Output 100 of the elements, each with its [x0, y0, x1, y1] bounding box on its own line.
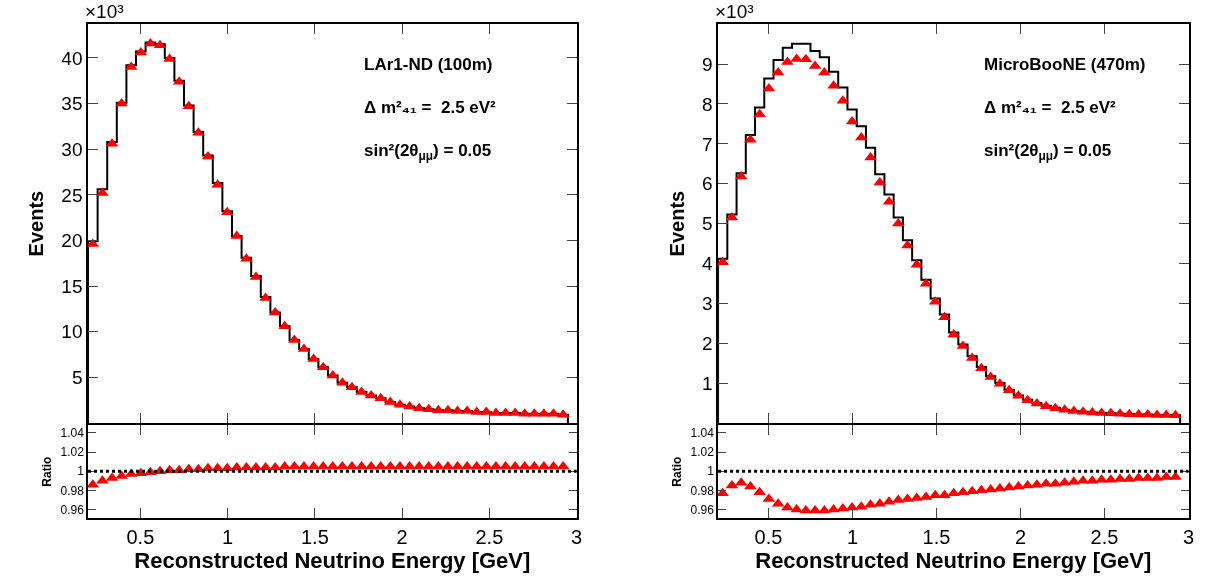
y-axis-title: Events	[665, 190, 688, 257]
point	[956, 486, 970, 496]
point	[799, 53, 813, 63]
x-tick-label: 2	[396, 525, 408, 548]
point	[374, 460, 388, 470]
point	[762, 82, 776, 92]
point	[230, 461, 244, 471]
x-tick-label: 3	[1182, 525, 1195, 548]
point	[259, 461, 272, 471]
annotation: sin²(2θ$_{μμ}$) = 0.05	[364, 141, 492, 163]
point	[412, 402, 426, 412]
point	[268, 461, 282, 471]
y-tick-label: 1.04	[690, 426, 715, 441]
point	[808, 504, 822, 514]
text: ×10³	[85, 1, 124, 22]
y-tick-label: 9	[701, 53, 713, 75]
point	[556, 460, 570, 470]
x-tick-label: 1.5	[300, 525, 329, 548]
y-tick-label: 2	[701, 332, 713, 354]
y-tick-label: 20	[61, 230, 83, 252]
point	[527, 460, 541, 470]
point	[288, 460, 301, 470]
point	[144, 37, 157, 47]
point	[818, 504, 831, 514]
point	[307, 460, 320, 470]
x-tick-label: 0.5	[126, 525, 155, 548]
point	[441, 460, 455, 470]
point	[345, 381, 359, 391]
point	[864, 151, 877, 161]
point	[182, 100, 196, 110]
point	[374, 392, 388, 402]
point	[499, 460, 512, 470]
point	[336, 460, 349, 470]
y-tick-label: 8	[701, 93, 713, 115]
y-tick-label: 15	[61, 275, 83, 297]
y-tick-label: 5	[701, 213, 713, 235]
y-axis-title: Events	[25, 190, 48, 257]
y-tick-label: 1.02	[60, 445, 85, 460]
annotation: LAr1-ND (100m)	[364, 55, 493, 74]
point	[278, 460, 292, 470]
x-tick-label: 1	[846, 525, 859, 548]
y-tick-label: 0.98	[690, 483, 715, 498]
y-tick-label: 7	[701, 133, 713, 155]
y-tick-label: 1	[77, 464, 85, 479]
y-tick-label: 1.02	[690, 445, 715, 460]
point	[975, 484, 988, 494]
y-tick-label: 5	[71, 366, 83, 388]
point	[508, 460, 522, 470]
point	[403, 460, 416, 470]
point	[537, 460, 551, 470]
point	[947, 328, 961, 338]
point	[1030, 397, 1044, 407]
y-tick-label: 6	[701, 173, 713, 195]
point	[489, 460, 503, 470]
y-tick-label: 30	[61, 138, 83, 160]
point	[326, 460, 340, 470]
x-tick-label: 0.5	[754, 525, 783, 548]
point	[412, 460, 426, 470]
annotation: Δ m²₄₁ = 2.5 eV²	[984, 98, 1117, 117]
y-tick-label: 25	[61, 184, 83, 206]
point	[1104, 407, 1118, 417]
point	[547, 460, 560, 470]
annotation: sin²(2θ$_{μμ}$) = 0.05	[984, 141, 1112, 163]
x-tick-label: 2	[1014, 525, 1027, 548]
y-tick-label: 0.98	[60, 483, 85, 498]
y-tick-label: 1	[707, 464, 715, 479]
y-tick-label: 1	[701, 372, 713, 394]
point	[993, 482, 1007, 492]
y-tick-label: 3	[701, 292, 713, 314]
x-tick-label: 2.5	[1090, 525, 1119, 548]
text: ×10³	[715, 1, 754, 22]
point	[460, 460, 474, 470]
x-axis-title: Reconstructed Neutrino Energy [GeV]	[134, 547, 531, 573]
x-tick-label: 3	[571, 525, 583, 548]
point	[975, 362, 988, 372]
y-axis-title: Ratio	[40, 456, 55, 487]
point	[316, 460, 330, 470]
point	[965, 485, 979, 495]
y-axis-title: Ratio	[670, 456, 685, 487]
annotation: Δ m²₄₁ = 2.5 eV²	[364, 98, 497, 117]
point	[451, 460, 464, 470]
annotation: MicroBooNE (470m)	[984, 55, 1146, 74]
point	[938, 311, 951, 321]
x-tick-label: 1.5	[922, 525, 951, 548]
x-tick-label: 1	[222, 525, 234, 548]
point	[431, 460, 445, 470]
point	[854, 131, 868, 141]
point	[326, 369, 340, 379]
point	[355, 460, 368, 470]
point	[384, 460, 397, 470]
y-tick-label: 35	[61, 93, 83, 115]
point	[1169, 409, 1182, 419]
point	[364, 460, 378, 470]
point	[249, 461, 263, 471]
y-tick-label: 40	[61, 47, 83, 69]
point	[818, 66, 831, 76]
x-axis-title: Reconstructed Neutrino Energy [GeV]	[755, 547, 1152, 573]
y-tick-label: 0.96	[690, 502, 715, 517]
point	[771, 66, 785, 76]
y-tick-label: 4	[701, 253, 713, 275]
